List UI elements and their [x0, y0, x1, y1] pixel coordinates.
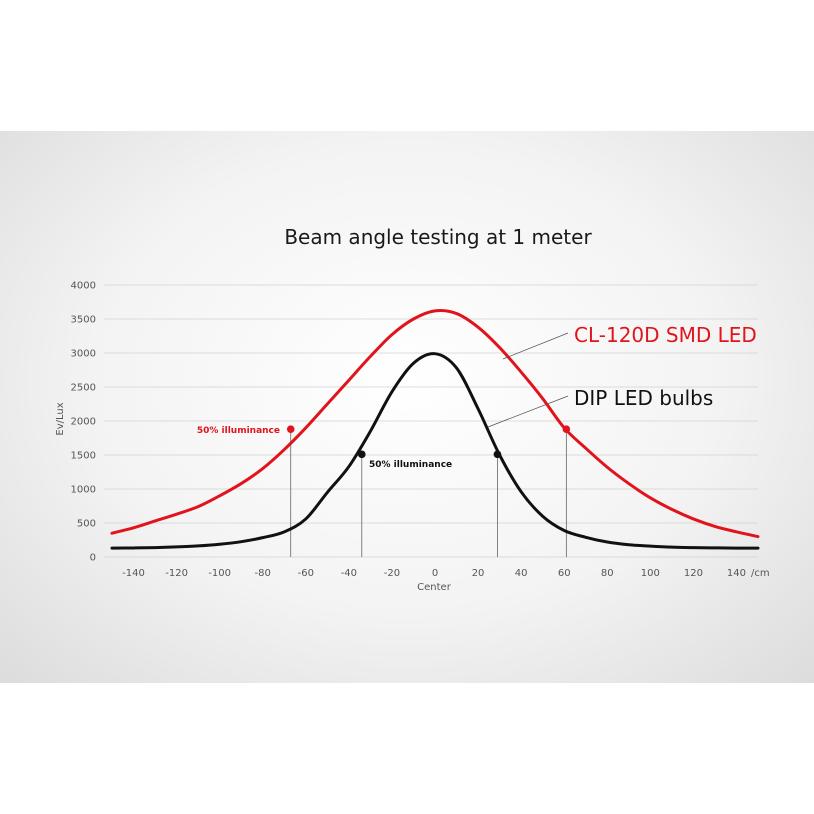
x-tick-label: 20 [472, 568, 485, 579]
x-tick-label: 0 [432, 568, 438, 579]
series-line-smd [110, 309, 760, 539]
legend-leader-smd [502, 332, 569, 360]
x-axis-label: Center [417, 582, 452, 593]
x-tick-label: -100 [208, 568, 231, 579]
y-tick-label: 1000 [71, 485, 96, 496]
x-tick-label: 80 [601, 568, 614, 579]
half-illuminance-marker [562, 425, 571, 433]
annotation-smd-50: 50% illuminance [197, 426, 280, 436]
x-tick-label: 40 [515, 568, 528, 579]
x-tick-label: -120 [165, 568, 188, 579]
legend-smd-label: CL-120D SMD LED [574, 323, 757, 347]
legend-dip-label: DIP LED bulbs [574, 386, 713, 410]
y-axis-label: Ev/Lux [55, 402, 66, 435]
x-tick-label: -40 [341, 568, 357, 579]
y-tick-label: 0 [90, 553, 96, 564]
y-tick-label: 4000 [71, 281, 96, 292]
half-illuminance-marker [493, 450, 502, 459]
x-tick-label: -20 [384, 568, 400, 579]
chart-panel: 0 500 1000 1500 2000 2500 3000 3500 4000 -140 -120… [0, 131, 814, 683]
annotation-dip-50: 50% illuminance [369, 460, 452, 470]
y-tick-label: 3500 [71, 315, 96, 326]
y-tick-label: 3000 [71, 349, 96, 360]
y-tick-label: 500 [77, 519, 96, 530]
y-tick-label: 2000 [71, 417, 96, 428]
half-illuminance-marker [357, 450, 366, 459]
half-illuminance-marker [286, 425, 295, 433]
x-tick-label: 60 [558, 568, 571, 579]
x-tick-label: 120 [684, 568, 703, 579]
series-line-dip [110, 352, 760, 550]
x-tick-label: -80 [255, 568, 271, 579]
chart-title: Beam angle testing at 1 meter [284, 225, 592, 249]
x-tick-label: -140 [122, 568, 145, 579]
x-tick-label: 140 [727, 568, 746, 579]
y-tick-label: 1500 [71, 451, 96, 462]
y-tick-label: 2500 [71, 383, 96, 394]
x-tick-label: -60 [298, 568, 314, 579]
legend-leader-dip [487, 395, 569, 428]
x-tick-label: 100 [641, 568, 660, 579]
x-unit-label: /cm [751, 568, 770, 579]
